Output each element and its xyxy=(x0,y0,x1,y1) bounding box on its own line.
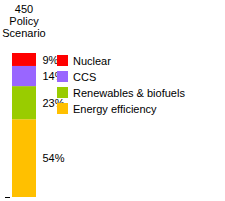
html-text:Energy efficiency: Energy efficiency xyxy=(73,103,157,115)
html-text:Renewables & biofuels: Renewables & biofuels xyxy=(73,87,185,99)
html-text:Nuclear: Nuclear xyxy=(73,55,111,67)
svg-text:54%: 54% xyxy=(43,152,65,164)
svg-text:9%: 9% xyxy=(42,53,59,66)
svg-text:14%: 14% xyxy=(42,70,65,83)
html-text:CCS: CCS xyxy=(73,71,97,83)
svg-text:23%: 23% xyxy=(42,96,65,109)
html-text:450 Policy Scenario: 450 Policy Scenario xyxy=(2,3,46,39)
